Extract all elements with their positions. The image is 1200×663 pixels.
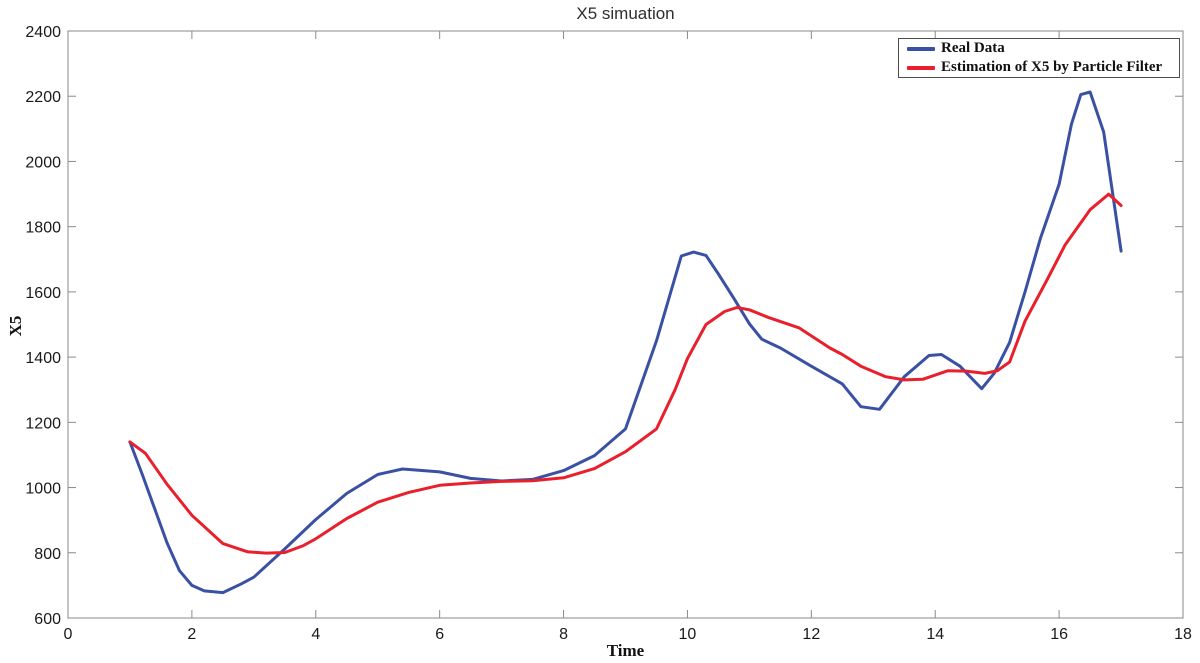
real-data-line-swatch	[907, 46, 935, 51]
legend-label-real-data: Real Data	[941, 40, 1005, 56]
y-tick-label: 800	[34, 546, 61, 563]
y-tick-label: 2000	[25, 154, 61, 171]
y-tick-label: 600	[34, 611, 61, 628]
y-tick-label: 1200	[25, 415, 61, 432]
x-tick-label: 0	[64, 626, 73, 643]
y-axis-label: X5	[6, 315, 25, 337]
x-tick-label: 10	[679, 626, 697, 643]
x-tick-label: 16	[1050, 626, 1068, 643]
y-tick-label: 1000	[25, 481, 61, 498]
x-tick-label: 8	[559, 626, 568, 643]
axes-box	[67, 30, 1184, 619]
x-tick-label: 2	[187, 626, 196, 643]
y-tick-label: 1400	[25, 350, 61, 367]
x-axis-label: Time	[606, 641, 645, 660]
y-tick-label: 1800	[25, 220, 61, 237]
legend-label-estimation: Estimation of X5 by Particle Filter	[941, 59, 1163, 75]
x-tick-label: 14	[926, 626, 944, 643]
legend-box: Real Data Estimation of X5 by Particle F…	[898, 38, 1180, 78]
x-tick-label: 12	[802, 626, 820, 643]
x-tick-label: 4	[311, 626, 320, 643]
y-tick-label: 1600	[25, 285, 61, 302]
chart-title: X5 simuation	[576, 4, 675, 23]
estimation-line-swatch	[907, 65, 935, 70]
x-tick-label: 6	[435, 626, 444, 643]
y-tick-label: 2200	[25, 89, 61, 106]
legend-item-real-data: Real Data	[907, 40, 1179, 57]
y-tick-label: 2400	[25, 24, 61, 41]
series-line-0	[128, 90, 1123, 595]
x-tick-label: 18	[1174, 626, 1192, 643]
legend-item-estimation: Estimation of X5 by Particle Filter	[907, 59, 1179, 76]
series-line-1	[128, 192, 1123, 555]
